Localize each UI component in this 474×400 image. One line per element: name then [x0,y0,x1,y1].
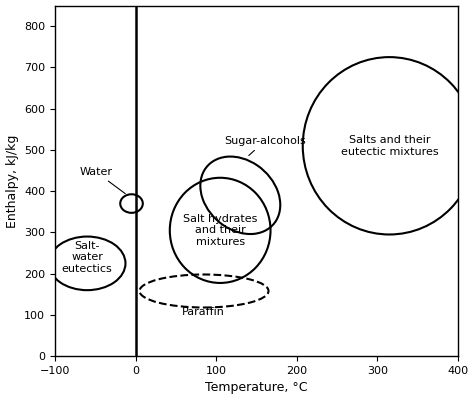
X-axis label: Temperature, °C: Temperature, °C [205,382,308,394]
Text: Sugar-alcohols: Sugar-alcohols [224,136,306,156]
Text: Salts and their
eutectic mixtures: Salts and their eutectic mixtures [341,135,438,157]
Text: Salt-
water
eutectics: Salt- water eutectics [62,240,112,274]
Text: Salt hydrates
and their
mixtures: Salt hydrates and their mixtures [183,214,257,247]
Text: Water: Water [79,167,125,194]
Text: Paraffin: Paraffin [182,308,225,318]
Y-axis label: Enthalpy, kJ/kg: Enthalpy, kJ/kg [6,134,18,228]
